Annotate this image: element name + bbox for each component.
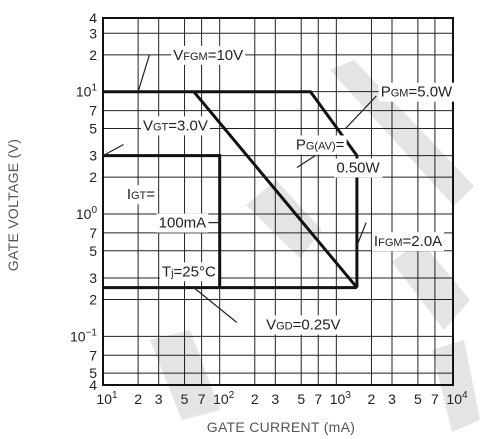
x-axis-label: GATE CURRENT (mA): [207, 419, 355, 435]
annotation-bg: [124, 185, 158, 205]
y-tick-label: 2: [89, 47, 97, 63]
y-tick-label: 5: [89, 365, 97, 381]
annotation-pgav2: 0.50W: [334, 158, 383, 178]
leader-line: [345, 95, 377, 129]
annotation-leaders: [102, 54, 377, 323]
annotation-text: VGD=0.25V: [266, 316, 340, 333]
x-tick-label: 101: [96, 390, 118, 407]
annotation-bg: [140, 116, 210, 136]
annotation-igt1: IGT=: [124, 185, 158, 205]
x-tick-label: 102: [213, 390, 235, 407]
series-line: [103, 90, 359, 288]
y-tick-label: 2: [89, 291, 97, 307]
annotation-text: VGT=3.0V: [143, 117, 208, 134]
y-tick-label: 7: [89, 225, 97, 241]
leader-line: [356, 222, 367, 246]
y-tick-label: 3: [89, 148, 97, 164]
annotation-ifgm: IFGM=2.0A: [371, 232, 445, 252]
y-tick-label: 5: [89, 243, 97, 259]
y-tick-label: 4: [89, 377, 97, 393]
leader-line: [137, 54, 150, 92]
annotation-bg: [159, 262, 219, 282]
y-tick-label: 10−1: [70, 327, 97, 344]
x-tick-label: 2: [134, 391, 142, 407]
series-line: [103, 154, 222, 288]
series-line: [192, 90, 359, 289]
annotation-vgd: VGD=0.25V: [264, 315, 343, 335]
x-tick-labels: 101 2 3 5 7 102 2 3 5 7 103 2 3 5 7 104: [96, 390, 468, 407]
y-tick-label: 2: [89, 169, 97, 185]
y-tick-label: 4: [89, 10, 97, 26]
annotations: VFGM=10V PGM=5.0W VGT=3.0V PG(AV)= 0.50W IGT=…: [124, 45, 456, 335]
x-tick-label: 2: [251, 391, 259, 407]
annotation-bg: [293, 135, 347, 155]
annotation-bg: [264, 315, 343, 335]
data-lines: [103, 90, 359, 290]
annotation-pgm: PGM=5.0W: [378, 82, 456, 102]
leader-line: [193, 287, 238, 323]
x-tick-label: 7: [431, 391, 439, 407]
x-tick-label: 7: [314, 391, 322, 407]
annotation-pgav1: PG(AV)=: [293, 135, 347, 155]
annotation-text: PGM=5.0W: [381, 84, 453, 101]
plot-frame: [102, 17, 454, 386]
y-tick-label: 7: [89, 347, 97, 363]
x-tick-label: 3: [388, 391, 396, 407]
y-tick-label: 3: [89, 25, 97, 41]
annotation-text: 0.50W: [336, 159, 380, 176]
annotation-text: VFGM=10V: [173, 47, 243, 64]
leader-line: [102, 143, 124, 157]
annotation-text: Tj=25°C: [162, 263, 216, 280]
y-tick-label: 101: [76, 83, 98, 100]
annotation-igt2: 100mA: [156, 213, 209, 233]
annotation-bg: [156, 213, 209, 233]
annotation-text: PG(AV)=: [296, 136, 345, 153]
leader-line: [296, 155, 316, 168]
annotation-text: 100mA: [159, 215, 207, 232]
annotation-tj: Tj=25°C: [159, 262, 219, 282]
x-tick-label: 3: [271, 391, 279, 407]
annotation-text: IFGM=2.0A: [374, 233, 442, 250]
annotation-bg: [371, 232, 445, 252]
y-tick-label: 5: [89, 120, 97, 136]
annotation-bg: [171, 45, 246, 65]
y-tick-label: 7: [89, 103, 97, 119]
annotation-vfgm: VFGM=10V: [171, 45, 246, 65]
x-tick-label: 3: [155, 391, 163, 407]
annotation-bg: [378, 82, 456, 102]
y-axis-label: GATE VOLTAGE (V): [5, 139, 21, 271]
x-tick-label: 2: [368, 391, 376, 407]
x-tick-label: 5: [297, 391, 305, 407]
annotation-bg: [334, 158, 383, 178]
x-tick-label: 7: [198, 391, 206, 407]
x-tick-label: 5: [181, 391, 189, 407]
x-tick-label: 5: [414, 391, 422, 407]
y-tick-label: 3: [89, 270, 97, 286]
y-tick-label: 100: [76, 205, 98, 222]
x-tick-label: 104: [446, 390, 468, 407]
annotation-text: IGT=: [127, 186, 155, 203]
annotation-vgt: VGT=3.0V: [140, 116, 210, 136]
x-tick-label: 103: [330, 390, 352, 407]
